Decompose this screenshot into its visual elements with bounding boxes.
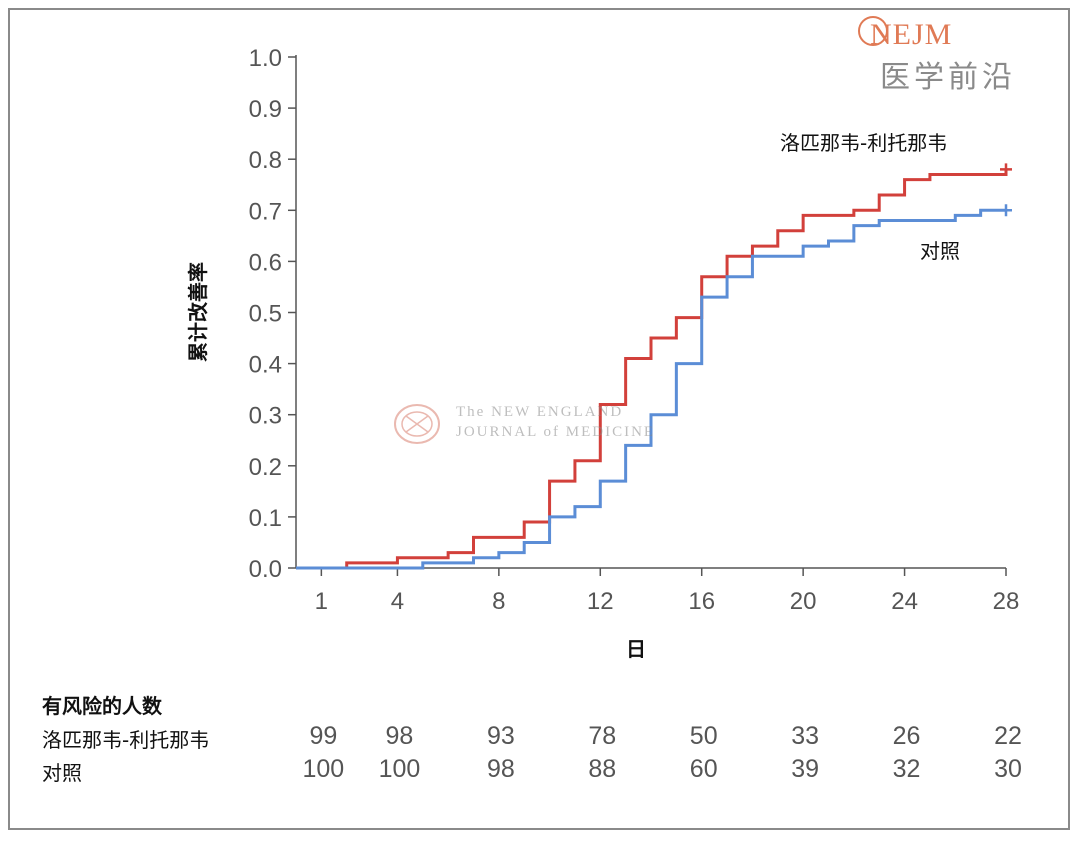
y-tick-label: 0.9 — [249, 96, 282, 123]
x-tick-label: 8 — [492, 588, 505, 615]
risk-table-cell: 88 — [588, 755, 617, 783]
risk-table-cell: 50 — [689, 722, 718, 750]
x-tick-label: 4 — [391, 588, 404, 615]
chart-series — [296, 163, 1012, 570]
x-tick-label: 1 — [315, 588, 328, 615]
risk-row-label-control: 对照 — [42, 761, 82, 785]
risk-table-cell: 32 — [892, 755, 921, 783]
nejm-ring-icon — [858, 16, 888, 46]
figure-frame — [8, 8, 1070, 830]
journal-seal-icon — [394, 404, 440, 444]
x-axis-title: 日 — [626, 637, 646, 661]
risk-table-cell: 99 — [309, 722, 338, 750]
risk-table-cell: 98 — [385, 722, 414, 750]
y-tick-label: 1.0 — [249, 45, 282, 72]
risk-table-cell: 100 — [302, 755, 345, 783]
censor-mark-1 — [1000, 204, 1012, 217]
watermark-line-1: The NEW ENGLAND — [456, 404, 624, 420]
journal-watermark: The NEW ENGLAND JOURNAL of MEDICINE — [392, 402, 653, 450]
series-line-1 — [296, 208, 1006, 570]
x-tick-label: 24 — [891, 588, 918, 615]
risk-table-title: 有风险的人数 — [42, 694, 162, 718]
series-label-control: 对照 — [920, 239, 960, 263]
x-tick-label: 28 — [993, 588, 1020, 615]
censor-mark-0 — [1000, 163, 1012, 176]
risk-table-cell: 39 — [791, 755, 820, 783]
series-line-0 — [296, 169, 1008, 570]
y-axis-title: 累计改善率 — [186, 262, 210, 362]
risk-row-label-lopinavir: 洛匹那韦-利托那韦 — [42, 728, 210, 752]
risk-table-cell: 100 — [378, 755, 421, 783]
nejm-logo: NEJM — [858, 16, 952, 52]
series-label-lopinavir: 洛匹那韦-利托那韦 — [780, 131, 947, 155]
y-tick-label: 0.2 — [249, 454, 282, 481]
y-tick-label: 0.4 — [249, 352, 282, 379]
watermark-line-2: JOURNAL of MEDICINE — [456, 424, 656, 440]
y-tick-label: 0.1 — [249, 505, 282, 532]
risk-table-cell: 98 — [486, 755, 515, 783]
risk-table-cell: 93 — [486, 722, 515, 750]
x-tick-label: 20 — [790, 588, 817, 615]
risk-table-cell: 60 — [689, 755, 718, 783]
nejm-logo-text: NEJM — [870, 18, 953, 51]
y-tick-label: 0.8 — [249, 147, 282, 174]
risk-table-cell: 30 — [994, 755, 1022, 783]
x-tick-label: 12 — [587, 588, 614, 615]
risk-table-cell: 33 — [791, 722, 820, 750]
y-tick-label: 0.5 — [249, 301, 282, 328]
nejm-logo-cn: 医学前沿 — [880, 60, 1016, 95]
y-tick-label: 0.0 — [249, 556, 282, 583]
risk-table-cell: 22 — [994, 722, 1022, 750]
y-tick-label: 0.7 — [249, 198, 282, 225]
x-tick-label: 16 — [688, 588, 715, 615]
risk-table-cell: 78 — [588, 722, 617, 750]
y-tick-label: 0.3 — [249, 403, 282, 430]
risk-table-cell: 26 — [892, 722, 921, 750]
y-tick-label: 0.6 — [249, 249, 282, 276]
